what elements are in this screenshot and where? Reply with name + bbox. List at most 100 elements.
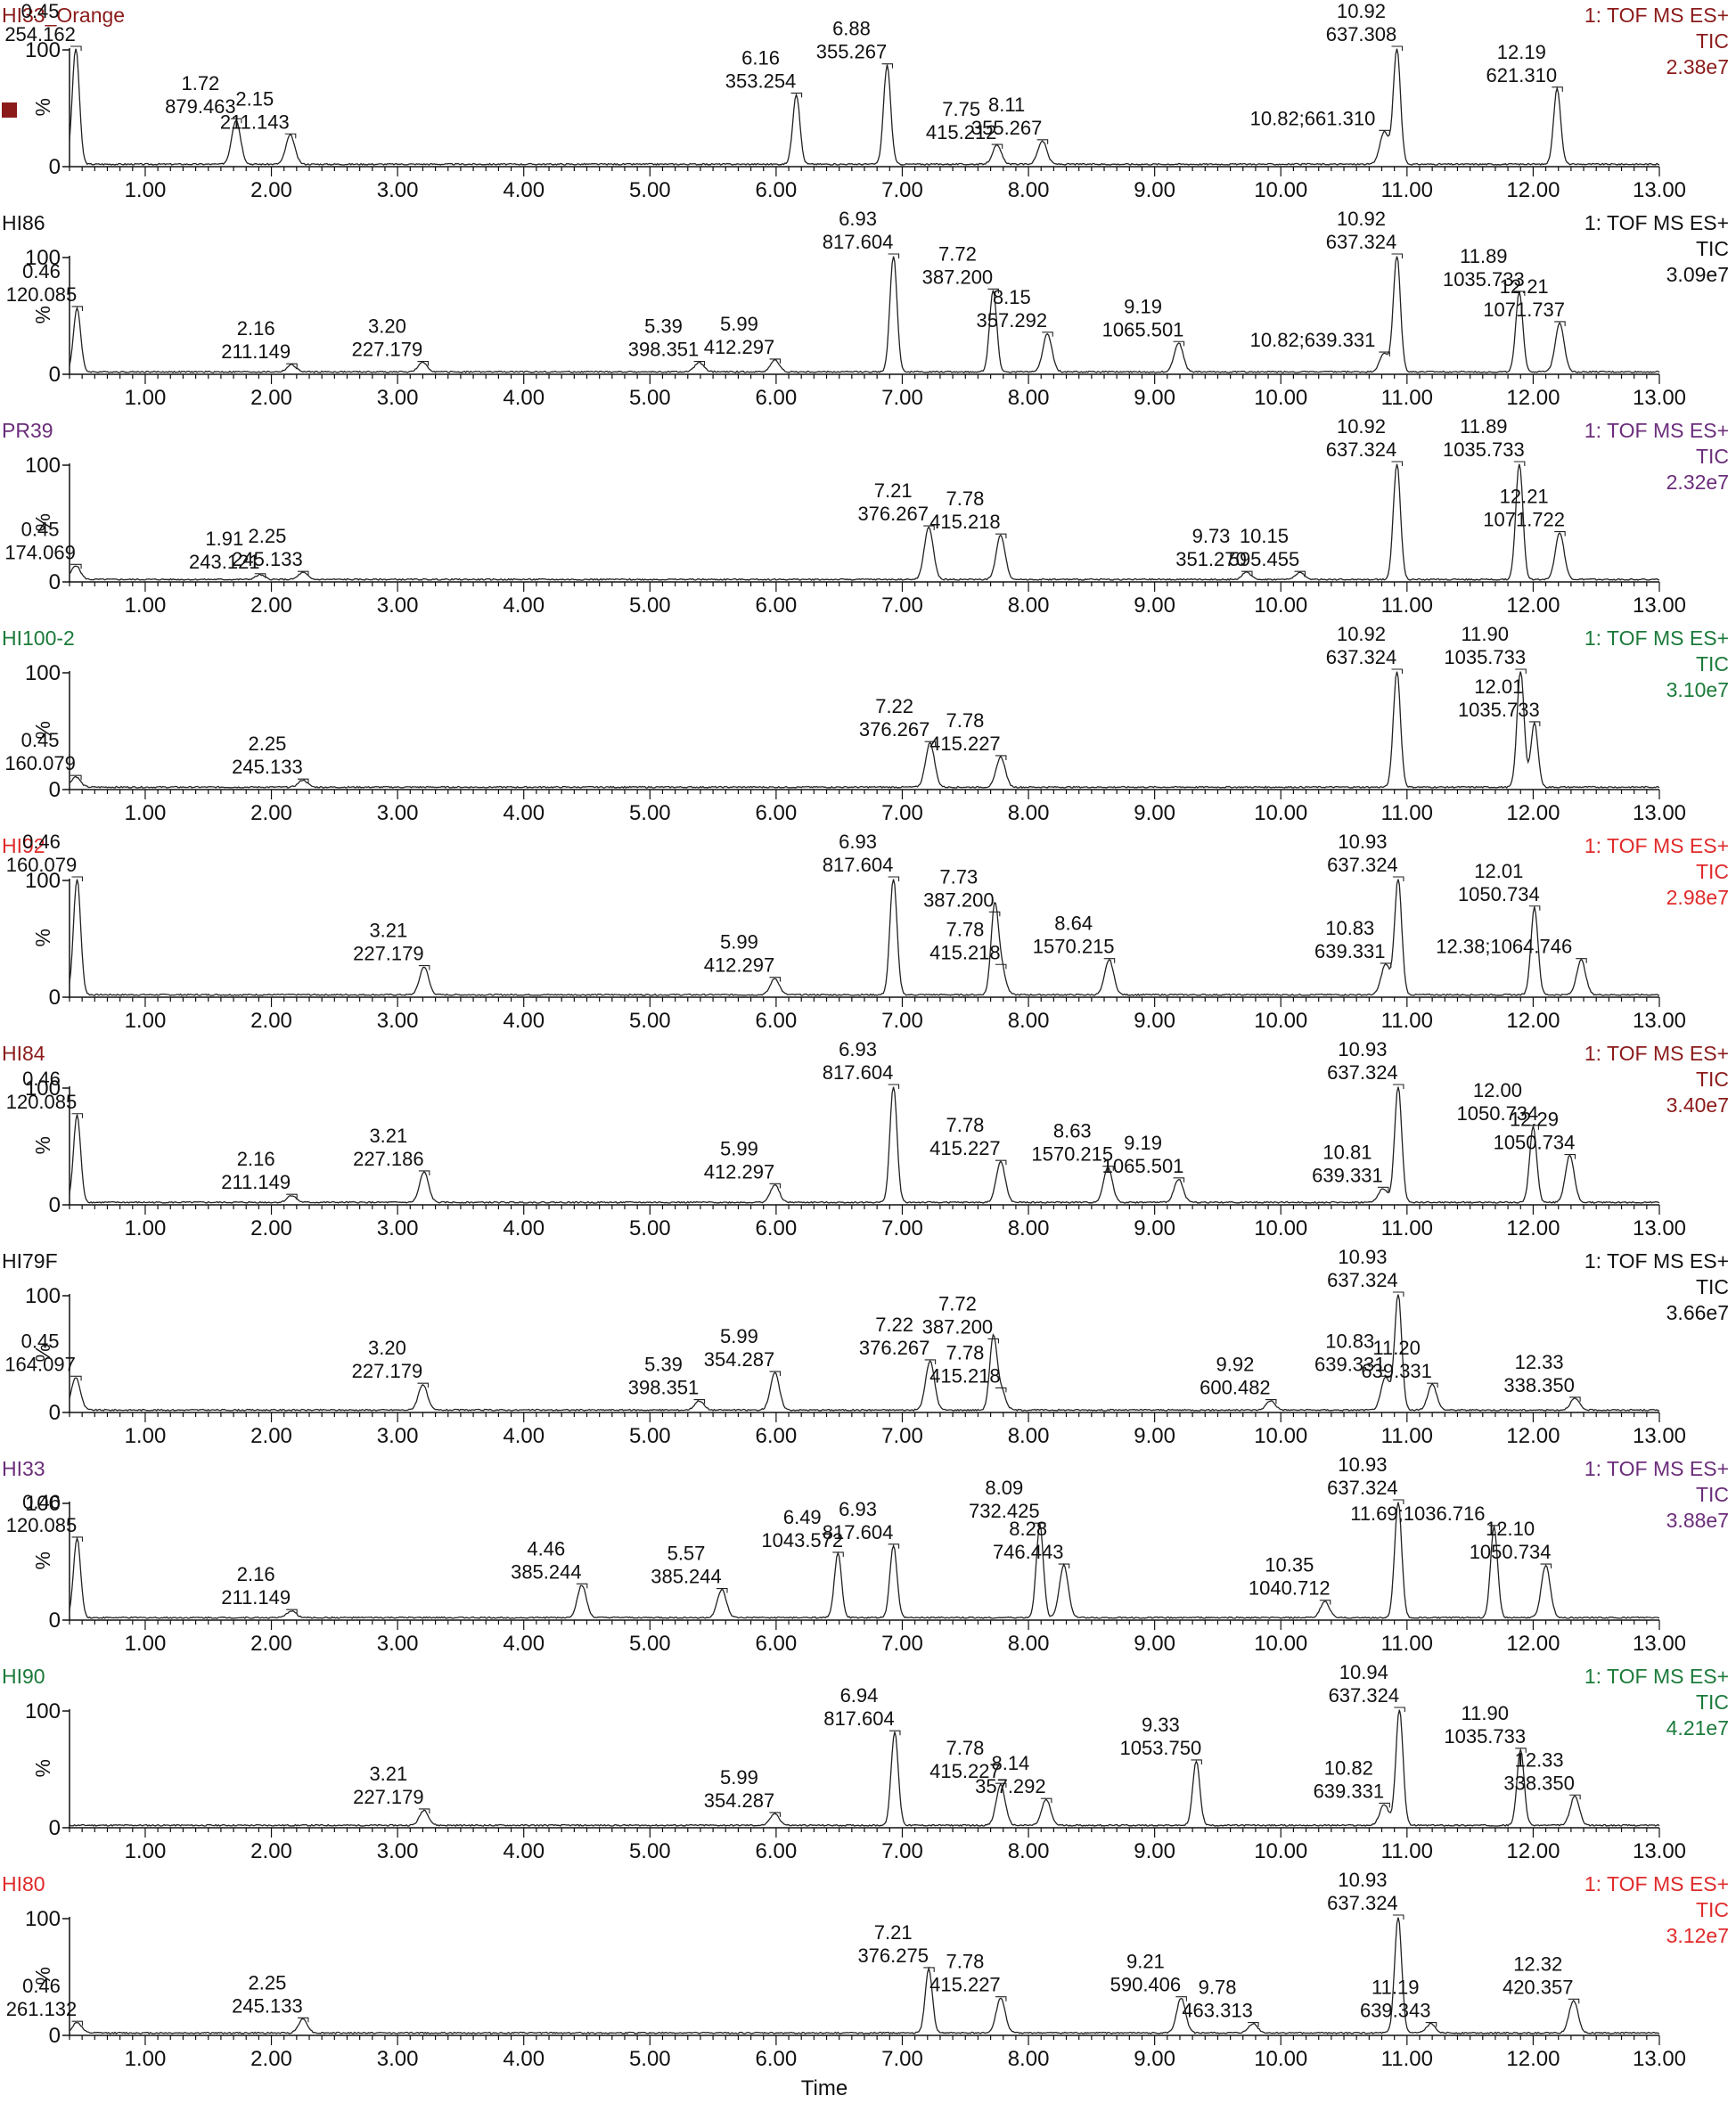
peak-mz: 817.604 [823,1707,895,1730]
peak-retention-time: 7.21 [874,1921,913,1944]
x-tick-label: 7.00 [881,386,923,410]
peak-retention-time: 2.16 [237,317,275,340]
peak-leader-line [995,755,1007,760]
x-tick-label: 7.00 [881,1839,923,1863]
peak-leader-line [70,774,82,781]
peak-leader-line [769,977,782,982]
x-tick-label: 1.00 [125,1216,167,1240]
peak-retention-time: 10.82;661.310 [1250,107,1376,129]
peak-mz: 1065.501 [1102,318,1184,340]
peak-leader-line [1042,332,1053,337]
peak-mz: 1071.737 [1483,299,1565,321]
peak-leader-line [995,1159,1007,1166]
peak-mz: 227.179 [353,1786,424,1808]
peak-mz: 637.324 [1327,1477,1398,1499]
peak-leader-line [1058,1563,1070,1569]
peak-retention-time: 0.45 [21,518,60,540]
y-axis-label: % [31,1759,54,1777]
peak-leader-line [418,965,430,970]
x-tick-label: 4.00 [503,1839,545,1863]
panel-header-line: TIC [1696,445,1729,468]
x-tick-label: 2.00 [250,1424,292,1448]
peak-retention-time: 11.19 [1372,1977,1419,1999]
peak-retention-time: 10.82 [1324,1756,1373,1779]
x-tick-label: 9.00 [1134,2047,1175,2071]
peak-mz: 412.297 [704,336,775,358]
x-tick-label: 9.00 [1134,386,1175,410]
x-tick-label: 12.00 [1506,1632,1560,1656]
peak-mz: 1570.215 [1031,1143,1113,1166]
peak-mz: 261.132 [6,1998,78,2020]
x-tick-label: 6.00 [756,2047,798,2071]
panel-header-line: TIC [1696,860,1729,883]
peak-leader-line [286,1609,298,1615]
y-axis-label: % [31,98,54,116]
peak-leader-line [418,1170,430,1175]
peak-mz: 817.604 [823,854,894,876]
peak-retention-time: 7.78 [946,487,985,510]
peak-mz: 817.604 [823,231,894,253]
x-tick-label: 10.00 [1254,1424,1307,1448]
peak-retention-time: 7.78 [946,1951,985,1973]
x-tick-label: 11.00 [1381,1632,1433,1656]
x-tick-label: 5.00 [629,1839,671,1863]
peak-leader-line [1540,1563,1552,1569]
peak-retention-time: 5.39 [644,1354,683,1376]
y-tick-label: 0 [49,570,61,594]
peak-mz: 211.143 [220,111,290,133]
peak-leader-line [71,1113,84,1118]
y-tick-label: 0 [49,2024,61,2048]
x-tick-label: 11.00 [1381,1839,1433,1863]
peak-retention-time: 6.93 [839,831,877,853]
peak-mz: 1053.750 [1119,1737,1201,1759]
x-tick-label: 1.00 [125,1009,167,1033]
peak-leader-line [995,1782,1007,1789]
peak-mz: 590.406 [1110,1974,1182,1996]
y-tick-label: 100 [25,1492,61,1516]
peak-leader-line [230,118,242,124]
peak-mz: 211.149 [221,340,291,363]
peak-retention-time: 10.93 [1338,1453,1387,1476]
peak-retention-time: 9.73 [1192,525,1231,547]
x-tick-label: 6.00 [756,594,798,618]
x-tick-label: 6.00 [756,801,798,825]
peak-retention-time: 2.25 [249,525,287,547]
peak-mz: 1043.572 [761,1529,843,1551]
peak-leader-line [1392,1084,1404,1089]
x-tick-label: 8.00 [1008,801,1050,825]
peak-mz: 415.227 [929,733,1001,755]
x-tick-label: 2.00 [250,2047,292,2071]
panel-header-line: TIC [1696,1691,1729,1714]
x-tick-label: 13.00 [1633,1009,1686,1033]
y-tick-label: 100 [25,1077,61,1101]
peak-leader-line [1379,129,1390,135]
x-tick-label: 3.00 [377,2047,419,2071]
x-tick-label: 13.00 [1633,1632,1686,1656]
peak-leader-line [297,778,309,784]
chromatogram-trace [69,256,1660,373]
peak-retention-time: 5.99 [720,1325,758,1347]
chromatogram-trace [69,1917,1660,2034]
peak-leader-line [769,358,782,364]
peak-retention-time: 12.01 [1474,860,1523,882]
y-axis-label: % [31,1344,54,1362]
peak-retention-time: 7.72 [938,242,977,265]
x-tick-label: 13.00 [1633,178,1686,202]
x-tick-label: 10.00 [1254,178,1307,202]
peak-retention-time: 10.93 [1338,1869,1387,1891]
peak-mz: 174.069 [4,541,76,563]
x-tick-label: 13.00 [1633,2047,1686,2071]
peak-retention-time: 10.92 [1337,415,1386,438]
x-tick-label: 9.00 [1134,1632,1175,1656]
x-tick-label: 3.00 [377,1424,419,1448]
peak-leader-line [1554,531,1566,536]
x-tick-label: 10.00 [1254,1839,1307,1863]
peak-mz: 227.179 [352,339,423,361]
peak-retention-time: 8.63 [1053,1120,1092,1142]
x-tick-label: 7.00 [881,801,923,825]
x-tick-label: 1.00 [125,2047,167,2071]
peak-mz: 376.267 [859,718,930,741]
x-tick-label: 5.00 [629,1632,671,1656]
y-tick-label: 100 [25,869,61,893]
peak-retention-time: 10.35 [1265,1554,1314,1576]
